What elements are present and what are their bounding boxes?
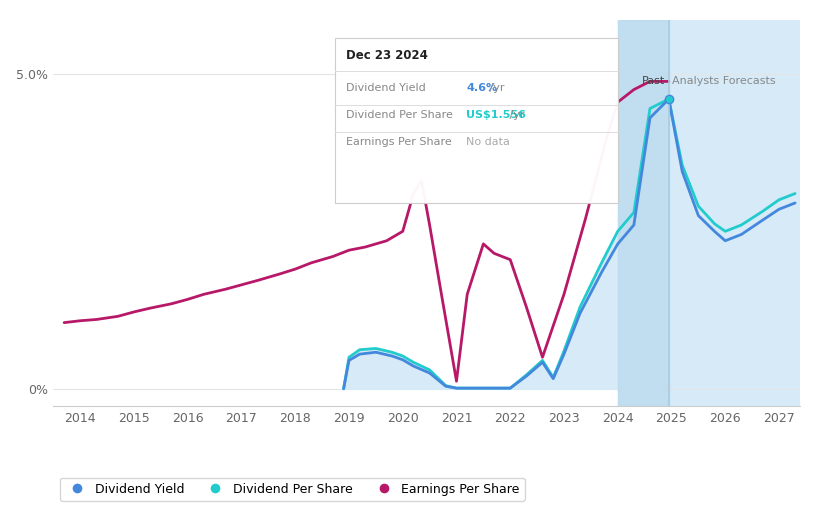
Text: Analysts Forecasts: Analysts Forecasts xyxy=(672,76,776,86)
Bar xyxy=(617,20,800,406)
Text: Past: Past xyxy=(642,76,666,86)
Text: Dividend Yield: Dividend Yield xyxy=(346,83,426,93)
Text: No data: No data xyxy=(466,137,510,147)
Text: Earnings Per Share: Earnings Per Share xyxy=(346,137,452,147)
Text: 4.6%: 4.6% xyxy=(466,83,498,93)
Text: /yr: /yr xyxy=(506,110,525,120)
Text: Dividend Per Share: Dividend Per Share xyxy=(346,110,453,120)
Text: Dec 23 2024: Dec 23 2024 xyxy=(346,49,429,62)
Bar xyxy=(617,20,669,406)
Text: US$1.556: US$1.556 xyxy=(466,110,526,120)
Text: /yr: /yr xyxy=(486,83,505,93)
Legend: Dividend Yield, Dividend Per Share, Earnings Per Share: Dividend Yield, Dividend Per Share, Earn… xyxy=(60,478,525,500)
